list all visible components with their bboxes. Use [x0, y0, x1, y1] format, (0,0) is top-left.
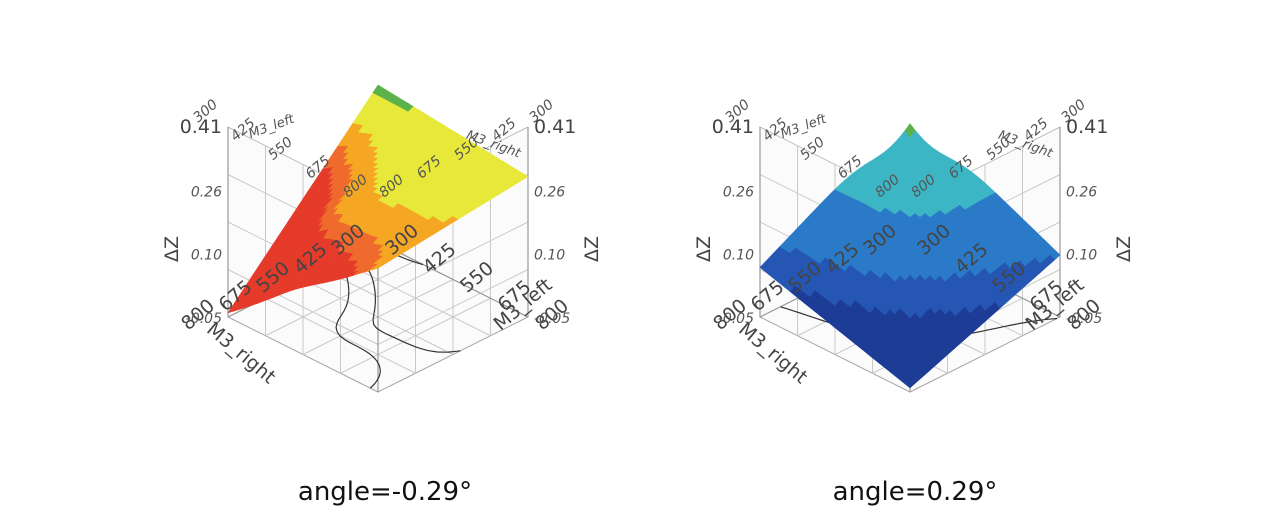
z-tick-label-left: 0.26 [723, 184, 754, 200]
z-tick-label-right: 0.10 [1066, 248, 1097, 264]
z-tick-label-left: 0.10 [191, 248, 222, 264]
surface-plot-right: 3004255506758003004255506758003004255506… [693, 97, 1135, 507]
surface-plot-left: 3004255506758003004255506758003004255506… [161, 84, 603, 507]
z-tick-label-left: 0.10 [723, 248, 754, 264]
z-tick-label-right: 0.26 [534, 184, 565, 200]
z-tick-label-right: 0.10 [534, 248, 565, 264]
z-axis-title-left: ΔZ [693, 236, 715, 262]
z-tick-label-right: -0.05 [534, 311, 570, 327]
x-axis-title-top: M3_left [779, 111, 829, 142]
surface [227, 84, 529, 314]
surface [759, 123, 1061, 389]
z-tick-label-left: 0.41 [712, 116, 754, 138]
x-axis-title-top: M3_left [247, 111, 297, 142]
z-axis-title-right: ΔZ [1113, 236, 1135, 262]
z-tick-label-left: -0.05 [718, 311, 754, 327]
z-tick-label-right: 0.41 [1066, 116, 1108, 138]
chart-caption: angle=0.29° [833, 477, 998, 507]
z-tick-label-left: 0.41 [180, 116, 222, 138]
surface-patch [372, 84, 384, 96]
z-axis-title-right: ΔZ [581, 236, 603, 262]
z-tick-label-left: 0.26 [191, 184, 222, 200]
z-tick-label-right: -0.05 [1066, 311, 1102, 327]
z-axis-title-left: ΔZ [161, 236, 183, 262]
wall-grid-line [377, 221, 529, 298]
floor-edge [377, 241, 529, 318]
z-tick-label-right: 0.26 [1066, 184, 1097, 200]
z-tick-label-left: -0.05 [186, 311, 222, 327]
surface-patch [904, 123, 916, 138]
chart-caption: angle=-0.29° [298, 477, 472, 507]
z-tick-label-right: 0.41 [534, 116, 576, 138]
